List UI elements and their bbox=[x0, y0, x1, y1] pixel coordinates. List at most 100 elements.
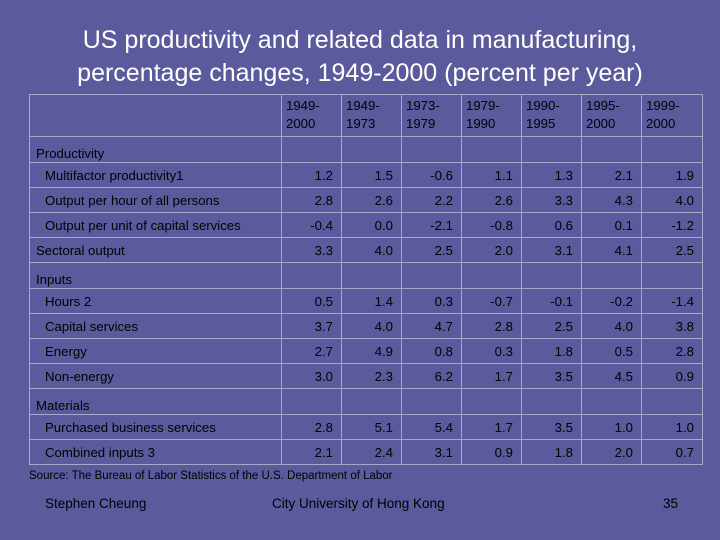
empty-cell bbox=[641, 388, 703, 415]
table-row: Output per unit of capital services -0.4 0… bbox=[29, 212, 703, 238]
value-cell: 0.7 bbox=[641, 439, 703, 465]
value-cell: 3.7 bbox=[281, 313, 342, 339]
value-cell: 5.4 bbox=[401, 414, 462, 440]
value-cell: 4.0 bbox=[641, 187, 703, 213]
row-label: Sectoral output bbox=[29, 237, 282, 263]
table-row: Combined inputs 3 2.1 2.4 3.1 0.9 1.8 2.0 0.7 bbox=[29, 439, 703, 465]
group-label: Materials bbox=[29, 388, 282, 415]
empty-cell bbox=[521, 388, 582, 415]
value-cell: 0.5 bbox=[281, 288, 342, 314]
value-cell: -0.8 bbox=[461, 212, 522, 238]
empty-cell bbox=[581, 388, 642, 415]
empty-cell bbox=[641, 136, 703, 163]
value-cell: 1.9 bbox=[641, 162, 703, 188]
value-cell: 2.8 bbox=[461, 313, 522, 339]
value-cell: 0.0 bbox=[341, 212, 402, 238]
value-cell: 0.9 bbox=[641, 363, 703, 389]
value-cell: 1.7 bbox=[461, 363, 522, 389]
table-body: Productivity Multifactor productivity1 1.2… bbox=[29, 136, 703, 465]
value-cell: 2.1 bbox=[581, 162, 642, 188]
value-cell: 6.2 bbox=[401, 363, 462, 389]
value-cell: 1.0 bbox=[581, 414, 642, 440]
table-row: Hours 2 0.5 1.4 0.3 -0.7 -0.1 -0.2 -1.4 bbox=[29, 288, 703, 314]
value-cell: 2.8 bbox=[641, 338, 703, 364]
value-cell: 4.9 bbox=[341, 338, 402, 364]
empty-cell bbox=[281, 388, 342, 415]
source-note: Source: The Bureau of Labor Statistics o… bbox=[29, 470, 393, 482]
row-label: Purchased business services bbox=[29, 414, 282, 440]
value-cell: 2.5 bbox=[641, 237, 703, 263]
empty-cell bbox=[461, 136, 522, 163]
value-cell: 1.0 bbox=[641, 414, 703, 440]
group-row: Productivity bbox=[29, 136, 703, 163]
productivity-table: 1949- 2000 1949- 1973 1973- 1979 1979- 1990 … bbox=[29, 94, 703, 465]
empty-cell bbox=[401, 262, 462, 289]
value-cell: -1.4 bbox=[641, 288, 703, 314]
row-label: Capital services bbox=[29, 313, 282, 339]
footer-page-number: 35 bbox=[663, 496, 679, 511]
value-cell: 4.0 bbox=[341, 237, 402, 263]
table-row: Non-energy 3.0 2.3 6.2 1.7 3.5 4.5 0.9 bbox=[29, 363, 703, 389]
value-cell: 0.3 bbox=[461, 338, 522, 364]
value-cell: -0.1 bbox=[521, 288, 582, 314]
row-label: Multifactor productivity1 bbox=[29, 162, 282, 188]
value-cell: 4.0 bbox=[581, 313, 642, 339]
value-cell: 2.6 bbox=[461, 187, 522, 213]
value-cell: 3.3 bbox=[281, 237, 342, 263]
empty-cell bbox=[581, 262, 642, 289]
column-header: 1999- 2000 bbox=[641, 94, 703, 137]
empty-cell bbox=[461, 262, 522, 289]
empty-cell bbox=[641, 262, 703, 289]
value-cell: 0.9 bbox=[461, 439, 522, 465]
row-label: Energy bbox=[29, 338, 282, 364]
value-cell: 5.1 bbox=[341, 414, 402, 440]
column-header: 1949- 1973 bbox=[341, 94, 402, 137]
empty-cell bbox=[281, 262, 342, 289]
header-row: 1949- 2000 1949- 1973 1973- 1979 1979- 1990 … bbox=[29, 94, 703, 137]
row-label: Hours 2 bbox=[29, 288, 282, 314]
empty-cell bbox=[281, 136, 342, 163]
value-cell: 4.0 bbox=[341, 313, 402, 339]
empty-cell bbox=[521, 136, 582, 163]
group-label: Productivity bbox=[29, 136, 282, 163]
value-cell: -0.4 bbox=[281, 212, 342, 238]
empty-cell bbox=[521, 262, 582, 289]
group-label: Inputs bbox=[29, 262, 282, 289]
value-cell: 3.5 bbox=[521, 363, 582, 389]
value-cell: 3.3 bbox=[521, 187, 582, 213]
value-cell: 1.2 bbox=[281, 162, 342, 188]
value-cell: 1.8 bbox=[521, 439, 582, 465]
value-cell: 0.6 bbox=[521, 212, 582, 238]
column-header: 1949- 2000 bbox=[281, 94, 342, 137]
table-row: Output per hour of all persons 2.8 2.6 2.2 2… bbox=[29, 187, 703, 213]
table-row: Multifactor productivity1 1.2 1.5 -0.6 1.1 1.… bbox=[29, 162, 703, 188]
value-cell: 0.5 bbox=[581, 338, 642, 364]
value-cell: 2.0 bbox=[461, 237, 522, 263]
slide-title: US productivity and related data in manu… bbox=[0, 24, 720, 90]
value-cell: 2.3 bbox=[341, 363, 402, 389]
value-cell: -2.1 bbox=[401, 212, 462, 238]
value-cell: 2.2 bbox=[401, 187, 462, 213]
value-cell: 4.3 bbox=[581, 187, 642, 213]
group-row: Inputs bbox=[29, 262, 703, 289]
empty-cell bbox=[401, 136, 462, 163]
value-cell: -1.2 bbox=[641, 212, 703, 238]
empty-cell bbox=[581, 136, 642, 163]
value-cell: 1.4 bbox=[341, 288, 402, 314]
row-label: Non-energy bbox=[29, 363, 282, 389]
value-cell: 2.5 bbox=[521, 313, 582, 339]
header-blank-cell bbox=[29, 94, 282, 137]
title-line-1: US productivity and related data in manu… bbox=[82, 26, 638, 54]
table-row: Sectoral output 3.3 4.0 2.5 2.0 3.1 4.1 2.5 bbox=[29, 237, 703, 263]
value-cell: 3.1 bbox=[521, 237, 582, 263]
value-cell: 1.3 bbox=[521, 162, 582, 188]
value-cell: 3.0 bbox=[281, 363, 342, 389]
value-cell: -0.6 bbox=[401, 162, 462, 188]
value-cell: 0.1 bbox=[581, 212, 642, 238]
table-row: Purchased business services 2.8 5.1 5.4 1.7 3… bbox=[29, 414, 703, 440]
value-cell: 1.7 bbox=[461, 414, 522, 440]
value-cell: 2.0 bbox=[581, 439, 642, 465]
value-cell: 2.8 bbox=[281, 414, 342, 440]
row-label: Combined inputs 3 bbox=[29, 439, 282, 465]
